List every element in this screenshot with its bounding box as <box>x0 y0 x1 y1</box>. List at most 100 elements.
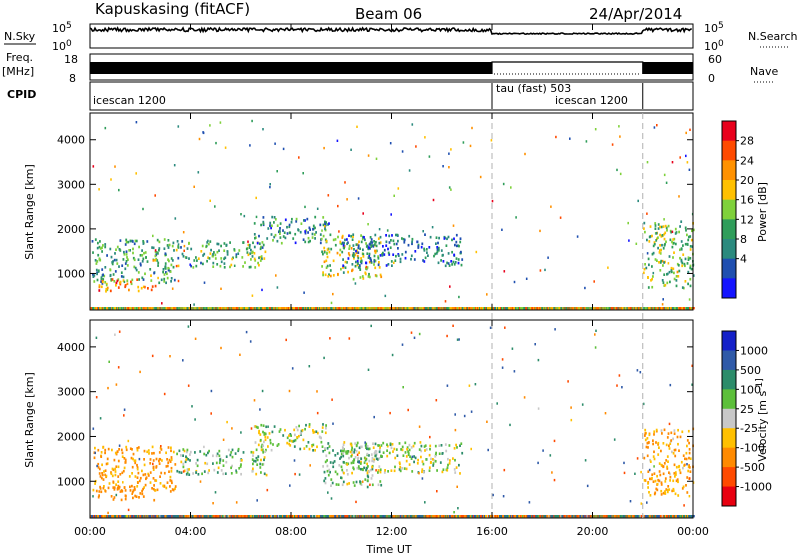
ground-scatter-cell <box>601 515 604 518</box>
data-cell <box>657 441 660 445</box>
ground-scatter-cell <box>401 515 404 518</box>
ground-scatter-cell <box>672 307 675 310</box>
data-cell <box>653 242 656 246</box>
ground-scatter-cell <box>157 515 160 518</box>
ground-scatter-cell <box>489 515 491 518</box>
data-cell <box>343 441 346 444</box>
ground-scatter-cell <box>304 307 306 310</box>
ground-scatter-cell <box>236 515 239 518</box>
data-cell <box>139 262 142 265</box>
data-cell <box>658 251 661 254</box>
data-cell <box>143 458 145 461</box>
data-cell <box>567 380 569 383</box>
data-cell <box>210 389 213 393</box>
data-cell <box>672 238 675 241</box>
data-cell <box>436 469 438 472</box>
data-cell <box>136 463 138 467</box>
ground-scatter-cell <box>227 307 230 310</box>
data-cell <box>424 501 426 504</box>
ground-scatter-cell <box>104 515 106 518</box>
colorbar-tick-label: 20 <box>740 174 754 187</box>
ground-scatter-cell <box>268 515 271 518</box>
data-cell <box>350 234 352 238</box>
data-cell <box>681 487 684 490</box>
ground-scatter-cell <box>225 515 228 518</box>
data-cell <box>692 228 695 232</box>
data-cell <box>652 271 655 275</box>
ground-scatter-cell <box>398 307 401 310</box>
data-cell <box>225 455 228 458</box>
data-cell <box>113 486 116 489</box>
data-cell <box>263 257 266 260</box>
data-cell <box>182 255 185 258</box>
data-cell <box>305 445 308 448</box>
ground-scatter-cell <box>144 307 147 310</box>
data-cell <box>118 265 120 268</box>
ground-scatter-cell <box>541 307 543 310</box>
data-cell <box>649 477 651 481</box>
data-cell <box>684 257 687 261</box>
ground-scatter-cell <box>107 307 109 310</box>
data-cell <box>350 444 353 447</box>
data-cell <box>330 301 333 305</box>
data-cell <box>322 216 325 219</box>
data-cell <box>657 223 660 226</box>
ground-scatter-cell <box>96 515 98 518</box>
data-cell <box>106 286 109 290</box>
ground-scatter-cell <box>612 307 615 310</box>
ground-scatter-cell <box>253 515 256 518</box>
data-cell <box>94 259 97 262</box>
ground-scatter-cell <box>223 307 226 310</box>
ground-scatter-cell <box>677 515 680 518</box>
ground-scatter-cell <box>663 515 666 518</box>
data-cell <box>414 456 417 460</box>
ground-scatter-cell <box>599 307 602 310</box>
ground-scatter-cell <box>559 307 562 310</box>
data-cell <box>297 228 299 231</box>
ground-scatter-cell <box>550 307 553 310</box>
ground-scatter-cell <box>205 307 208 310</box>
data-cell <box>118 485 121 489</box>
data-cell <box>137 471 140 475</box>
ground-scatter-cell <box>440 515 443 518</box>
ground-scatter-cell <box>552 515 555 518</box>
ground-scatter-cell <box>568 515 571 518</box>
data-cell <box>451 263 453 266</box>
data-cell <box>202 262 204 266</box>
ground-scatter-cell <box>109 307 111 310</box>
ground-scatter-cell <box>212 515 215 518</box>
data-cell <box>388 241 391 244</box>
data-cell <box>109 289 112 293</box>
ground-scatter-cell <box>667 515 670 518</box>
ground-scatter-cell <box>510 307 512 310</box>
ground-scatter-cell <box>498 515 500 518</box>
data-cell <box>292 440 294 443</box>
data-cell <box>198 137 201 141</box>
data-cell <box>435 399 438 402</box>
data-cell <box>421 470 423 474</box>
data-cell <box>100 285 103 289</box>
data-cell <box>102 280 104 284</box>
data-cell <box>402 454 405 457</box>
data-cell <box>255 472 258 476</box>
data-cell <box>260 255 263 258</box>
ground-scatter-cell <box>394 307 397 310</box>
ground-scatter-cell <box>213 307 216 310</box>
data-cell <box>451 250 453 254</box>
ground-scatter-cell <box>136 307 138 310</box>
data-cell <box>643 456 646 460</box>
data-cell <box>182 231 185 234</box>
ground-scatter-cell <box>631 307 634 310</box>
data-cell <box>144 473 147 476</box>
data-cell <box>428 469 431 472</box>
ground-scatter-cell <box>123 515 125 518</box>
data-cell <box>470 447 472 451</box>
data-cell <box>390 213 392 216</box>
data-cell <box>424 449 426 452</box>
ground-scatter-cell <box>629 515 632 518</box>
data-cell <box>422 462 425 466</box>
data-cell <box>646 238 648 242</box>
ground-scatter-cell <box>132 307 134 310</box>
data-cell <box>288 223 291 227</box>
data-cell <box>660 483 663 486</box>
